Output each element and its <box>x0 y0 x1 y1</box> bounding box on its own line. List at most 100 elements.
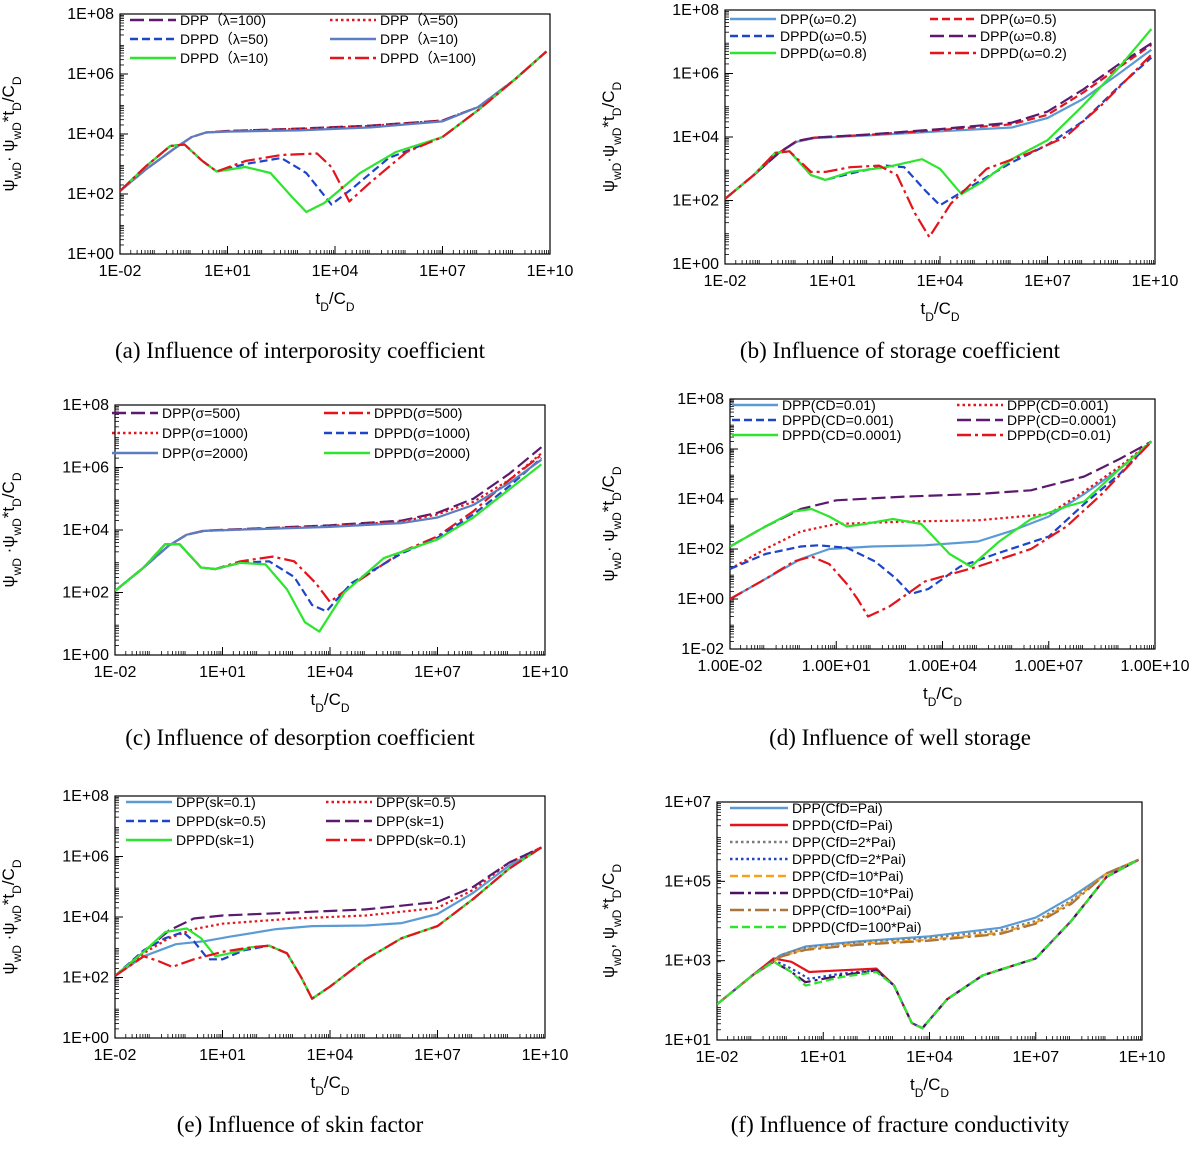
y-tick-label: 1E+02 <box>62 585 109 602</box>
legend-label: DPPD（λ=100) <box>380 50 476 66</box>
x-axis-label: tD/CD <box>310 690 349 715</box>
legend: DPP（λ=100) DPP（λ=50) DPPD（λ=50) DPP（λ=10) DP… <box>130 12 476 66</box>
x-axis-label: tD/CD <box>910 1075 949 1100</box>
legend-label: DPPD(ω=0.2) <box>980 45 1067 61</box>
legend-label: DPPD(sk=0.5) <box>176 813 266 829</box>
series-line-series-6 <box>717 858 1140 1030</box>
series-group <box>725 28 1153 239</box>
series-line-series-2 <box>725 43 1153 200</box>
x-tick-label: 1E+04 <box>307 1047 354 1064</box>
series-line-series-1 <box>717 858 1139 1006</box>
legend: DPP(CfD=Pai)DPPD(CfD=Pai)DPP(CfD=2*Pai)D… <box>730 800 922 935</box>
legend-label: DPPD(CfD=Pai) <box>792 817 893 833</box>
plot-frame <box>724 9 1156 265</box>
legend-label: DPP(sk=0.5) <box>376 794 456 810</box>
y-tick-label: 1E+07 <box>664 794 711 811</box>
series-line-series-5 <box>717 858 1139 1006</box>
y-tick-label: 1E+04 <box>62 522 109 539</box>
legend-label: DPP(sk=1) <box>376 813 444 829</box>
x-axis-label: tD/CD <box>315 289 354 314</box>
x-tick-label: 1.00E+07 <box>1014 658 1083 675</box>
chart-panel-e: 1E-02 1E+01 1E+04 1E+07 1E+10 1E+00 1E+02 1E+04… <box>0 774 600 1161</box>
minor-ticks <box>730 399 1154 649</box>
legend-label: DPP(CD=0.01) <box>782 397 876 413</box>
plot-frame <box>729 398 1156 650</box>
y-tick-label: 1E+08 <box>677 391 724 408</box>
chart-panel-d: 1.00E-02 1.00E+01 1.00E+04 1.00E+07 1.00E+10… <box>599 387 1200 774</box>
x-tick-label: 1E+04 <box>312 263 359 280</box>
legend-label: DPPD（λ=10) <box>180 50 268 66</box>
y-tick-label: 1E+01 <box>664 1032 711 1049</box>
series-line-series-6 <box>115 846 543 1000</box>
y-tick-label: 1E+06 <box>672 66 719 83</box>
legend-label: DPP(CD=0.001) <box>1007 397 1109 413</box>
y-tick-label: 1E+02 <box>672 193 719 210</box>
legend-label: DPPD（λ=50) <box>180 31 268 47</box>
legend-label: DPPD(σ=500) <box>374 405 462 421</box>
x-tick-label: 1.00E+10 <box>1121 658 1190 675</box>
series-line-series-6 <box>730 440 1153 618</box>
legend-label: DPPD(sk=1) <box>176 832 254 848</box>
caption-e: (e) Influence of skin factor <box>176 1112 424 1137</box>
caption-a: (a) Influence of interporosity coefficie… <box>115 338 485 363</box>
minor-ticks <box>120 14 549 254</box>
x-tick-label: 1E+07 <box>414 1047 461 1064</box>
y-tick-label: 1E+03 <box>664 953 711 970</box>
series-line-series-5 <box>120 50 548 214</box>
legend-label: DPP(sk=0.1) <box>176 794 256 810</box>
legend-label: DPPD(σ=1000) <box>374 425 470 441</box>
y-tick-label: 1E+08 <box>672 2 719 19</box>
legend-label: DPP(CD=0.0001) <box>1007 412 1116 428</box>
series-line-series-1 <box>120 50 548 192</box>
series-group <box>717 858 1140 1030</box>
series-line-series-6 <box>115 463 543 633</box>
series-line-series-4 <box>115 846 542 977</box>
legend-label: DPP（λ=10) <box>380 31 458 47</box>
series-line-series-3 <box>115 846 543 1000</box>
series-line-series-2 <box>717 858 1140 1030</box>
legend-label: DPPD(ω=0.8) <box>780 45 867 61</box>
series-group <box>730 440 1153 618</box>
x-tick-label: 1E+01 <box>199 664 246 681</box>
y-tick-label: 1E+00 <box>62 1030 109 1047</box>
y-tick-label: 1E+00 <box>67 246 114 263</box>
y-tick-label: 1E+02 <box>62 970 109 987</box>
series-line-series-1 <box>725 48 1153 200</box>
series-line-series-1 <box>115 846 542 977</box>
x-tick-label: 1E+10 <box>522 1047 569 1064</box>
chart-e: 1E-02 1E+01 1E+04 1E+07 1E+10 1E+00 1E+02 1E+04… <box>0 788 569 1098</box>
legend-label: DPP(CfD=10*Pai) <box>792 868 904 884</box>
x-tick-label: 1E+01 <box>199 1047 246 1064</box>
y-tick-label: 1E+04 <box>67 126 114 143</box>
x-tick-label: 1E+07 <box>414 664 461 681</box>
caption-d: (d) Influence of well storage <box>769 725 1031 750</box>
minor-ticks <box>725 11 1154 264</box>
series-line-series-5 <box>730 440 1153 568</box>
legend: DPP(σ=500) DPPD(σ=500) DPP(σ=1000) DPPD(σ=1… <box>112 405 470 461</box>
x-tick-label: 1E+04 <box>917 273 964 290</box>
legend-label: DPPD(CD=0.0001) <box>782 427 901 443</box>
caption-b: (b) Influence of storage coefficient <box>739 338 1061 363</box>
x-tick-label: 1E+01 <box>809 273 856 290</box>
series-group <box>115 846 543 1000</box>
legend-label: DPP(σ=1000) <box>162 425 248 441</box>
x-tick-label: 1E+07 <box>1024 273 1071 290</box>
x-tick-label: 1E-02 <box>94 1047 137 1064</box>
legend: DPP(CD=0.01) DPP(CD=0.001)DPPD(CD=0.001) D… <box>732 397 1116 443</box>
x-tick-label: 1E+04 <box>906 1049 953 1066</box>
plot-frame <box>716 801 1143 1041</box>
legend-label: DPP(ω=0.8) <box>980 28 1057 44</box>
x-tick-label: 1E-02 <box>696 1049 739 1066</box>
legend: DPP(ω=0.2) DPP(ω=0.5) DPPD(ω=0.5) DPP(ω=0.8… <box>730 11 1067 61</box>
series-line-series-4 <box>717 858 1140 1030</box>
series-line-series-8 <box>717 858 1140 1030</box>
y-tick-label: 1E+02 <box>677 541 724 558</box>
legend-label: DPPD(sk=0.1) <box>376 832 466 848</box>
series-line-series-2 <box>115 454 543 603</box>
y-tick-label: 1E+08 <box>62 788 109 805</box>
y-tick-label: 1E+04 <box>62 909 109 926</box>
x-tick-label: 1E+07 <box>419 263 466 280</box>
plot-frame <box>119 13 551 255</box>
series-line-series-2 <box>115 846 542 977</box>
y-tick-label: 1E+00 <box>62 647 109 664</box>
